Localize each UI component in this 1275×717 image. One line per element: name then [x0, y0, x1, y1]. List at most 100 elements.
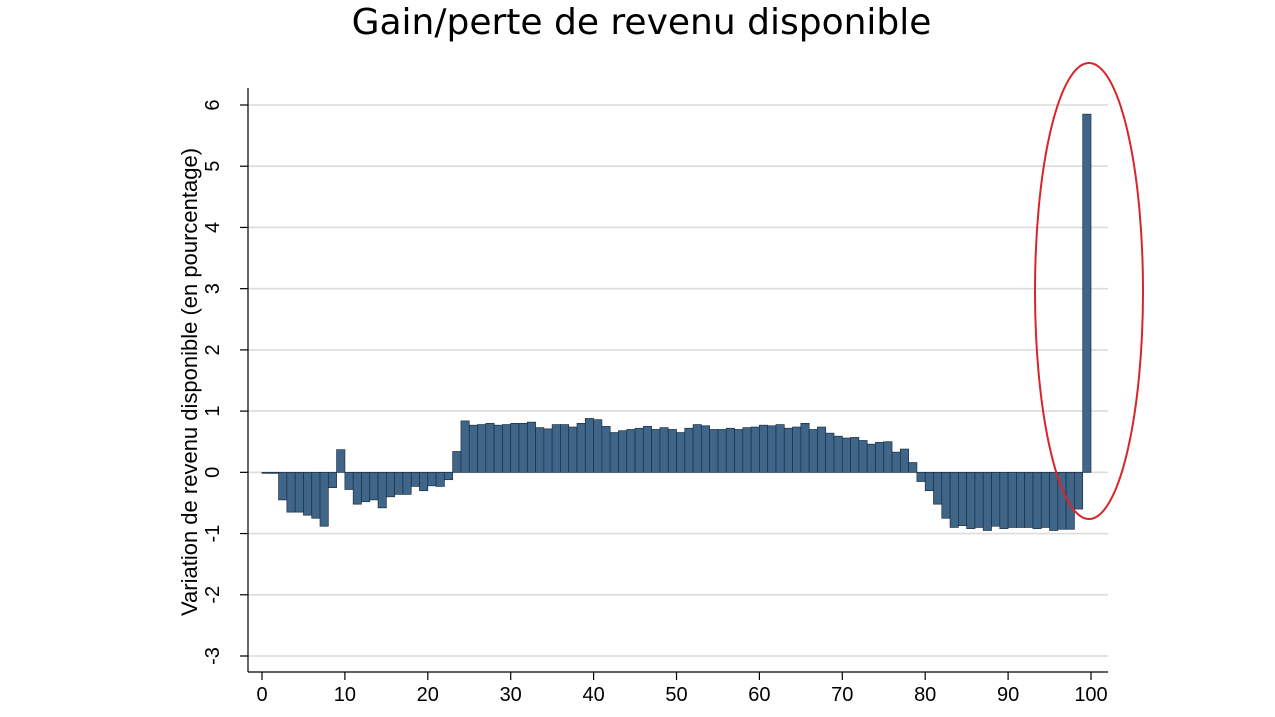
- bar: [294, 471, 304, 513]
- x-tick-label: 90: [997, 684, 1019, 706]
- y-tick-label: 2: [202, 344, 224, 355]
- x-tick-label: 100: [1074, 684, 1107, 706]
- x-tick-label: 10: [334, 684, 356, 706]
- bar: [642, 426, 652, 473]
- bar: [999, 471, 1009, 530]
- bar: [311, 471, 321, 519]
- bar: [958, 471, 967, 526]
- x-ticks: 0 10 20 30 40 50 60 70 80 90 100: [256, 672, 1108, 706]
- bar: [601, 426, 611, 473]
- bar: [626, 429, 636, 473]
- bar: [278, 471, 288, 501]
- x-tick-label: 70: [831, 684, 853, 706]
- bar: [560, 424, 570, 473]
- gridlines: [248, 104, 1108, 657]
- bar: [949, 471, 959, 528]
- bar: [593, 419, 603, 473]
- bar: [891, 451, 901, 473]
- bar: [319, 471, 329, 527]
- bar: [1074, 471, 1084, 510]
- bar: [742, 427, 752, 473]
- y-tick-label: 5: [202, 161, 224, 172]
- bar: [709, 429, 719, 473]
- bar: [634, 427, 644, 473]
- bar: [651, 429, 661, 473]
- x-tick-label: 40: [582, 684, 604, 706]
- bar: [858, 440, 868, 473]
- bar: [941, 471, 951, 519]
- bar: [493, 424, 503, 473]
- bar: [725, 427, 735, 473]
- bar: [510, 423, 520, 473]
- bar: [502, 424, 512, 473]
- bar: [1049, 471, 1059, 531]
- bar: [327, 471, 337, 488]
- bar: [609, 432, 619, 473]
- bar: [618, 430, 628, 473]
- y-ticks: -3 -2 -1 0 1 2 3 4 5 6: [202, 99, 248, 665]
- bar: [369, 471, 379, 501]
- bar: [759, 424, 769, 473]
- bar: [344, 471, 354, 490]
- bar: [701, 425, 711, 473]
- x-tick-label: 80: [914, 684, 936, 706]
- bar: [551, 424, 561, 473]
- bar: [841, 437, 851, 473]
- bar: [352, 471, 362, 505]
- bar: [402, 471, 412, 495]
- bar: [775, 424, 785, 473]
- bar: [468, 424, 478, 473]
- bar: [659, 427, 669, 473]
- x-tick-label: 60: [748, 684, 770, 706]
- bar: [303, 471, 313, 516]
- bar: [435, 471, 445, 487]
- bar: [808, 429, 818, 473]
- bar: [410, 471, 420, 487]
- bar: [1007, 471, 1017, 528]
- bar: [966, 471, 976, 530]
- bar: [377, 471, 387, 509]
- bar: [444, 471, 454, 481]
- bar: [800, 423, 810, 473]
- bar: [908, 462, 918, 473]
- bar: [485, 423, 495, 473]
- bar: [684, 427, 694, 473]
- bar: [692, 424, 702, 473]
- bar: [982, 471, 992, 531]
- bar: [676, 432, 686, 473]
- bar: [584, 418, 594, 473]
- bar: [825, 432, 835, 473]
- bar: [419, 471, 429, 492]
- axes: [247, 88, 1108, 673]
- bar: [518, 423, 528, 473]
- y-axis-label: Variation de revenu disponible (en pourc…: [177, 148, 202, 616]
- bar: [336, 449, 346, 473]
- highlight-ellipse: [1034, 62, 1144, 520]
- bar: [717, 429, 727, 473]
- bar: [924, 471, 934, 492]
- bar: [394, 471, 404, 495]
- y-tick-label: 0: [202, 467, 224, 478]
- bar: [792, 426, 802, 473]
- bar: [386, 471, 395, 498]
- bar: [833, 435, 843, 473]
- bar: [269, 471, 279, 474]
- bar: [286, 471, 296, 513]
- bar: [1082, 113, 1092, 473]
- bar: [899, 448, 909, 473]
- bar: [1016, 471, 1026, 528]
- bar: [734, 429, 744, 473]
- bar: [576, 423, 586, 473]
- bar: [568, 426, 578, 473]
- y-tick-label: -2: [202, 586, 224, 604]
- bar: [817, 426, 827, 473]
- bar: [543, 428, 553, 473]
- bar: [261, 471, 271, 474]
- bar: [875, 441, 885, 473]
- bar: [916, 471, 926, 482]
- y-tick-label: 3: [202, 283, 224, 294]
- x-tick-label: 0: [256, 684, 267, 706]
- x-tick-label: 30: [500, 684, 522, 706]
- bar: [452, 451, 462, 473]
- x-tick-label: 20: [417, 684, 439, 706]
